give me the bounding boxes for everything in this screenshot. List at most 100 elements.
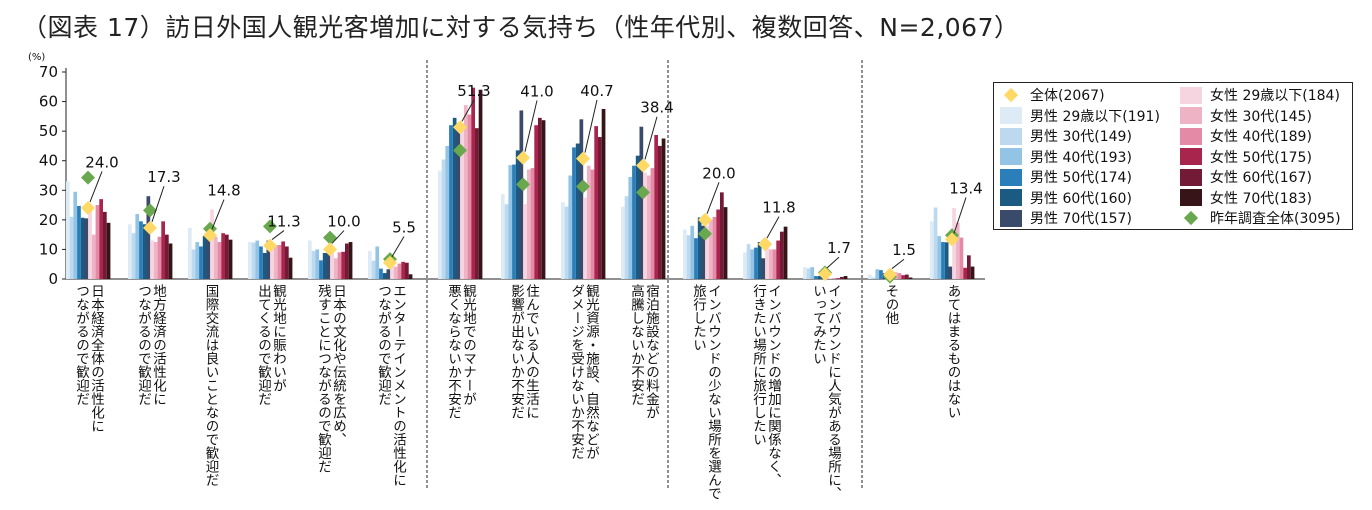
legend-item: 女性 29歳以下(184) (1180, 85, 1340, 105)
bar (541, 120, 546, 279)
bar (564, 206, 569, 279)
bar (161, 221, 165, 279)
y-tick-label: 30 (39, 181, 58, 199)
bar (806, 268, 811, 279)
bar (202, 236, 207, 279)
legend-swatch (1180, 107, 1202, 124)
bar (933, 207, 938, 279)
bar (523, 204, 527, 279)
bar (199, 246, 203, 279)
legend-item: 女性 30代(145) (1180, 106, 1312, 126)
bar (948, 266, 953, 279)
bar (712, 216, 717, 279)
value-label: 11.3 (267, 213, 300, 231)
bar (897, 273, 902, 279)
bar (832, 278, 837, 279)
bar (213, 236, 218, 279)
legend-label: 男性 50代(174) (1030, 170, 1132, 186)
bar (635, 155, 640, 279)
legend-label: 男性 30代(149) (1030, 129, 1132, 145)
value-leader-line (524, 100, 538, 152)
value-label: 5.5 (392, 218, 416, 236)
bar (530, 168, 535, 279)
legend-item: 女性 40代(189) (1180, 126, 1312, 146)
y-tick-label: 0 (48, 270, 58, 288)
category-label: 住んでいる人の生活に 影響が出ないか不安だ (508, 284, 539, 419)
bar (146, 196, 151, 279)
marker-total (818, 266, 832, 281)
value-label: 38.4 (640, 99, 673, 117)
y-tick-label: 10 (39, 240, 58, 258)
bar (594, 126, 598, 279)
bar (308, 240, 312, 279)
marker-total (758, 237, 772, 252)
bar (621, 206, 625, 279)
bar (515, 150, 520, 279)
bar (959, 237, 964, 279)
bar (504, 204, 509, 279)
value-label: 11.8 (762, 199, 795, 217)
bar (814, 276, 818, 279)
bar (526, 169, 531, 279)
bar (165, 234, 169, 279)
legend-item: 男性 70代(157) (1000, 208, 1132, 228)
value-label: 41.0 (520, 82, 553, 100)
legend-swatch (1000, 168, 1022, 186)
bar (191, 249, 196, 279)
legend-label: 女性 60代(167) (1210, 170, 1312, 186)
bar (512, 164, 516, 279)
marker-total (323, 242, 337, 257)
bar (908, 277, 913, 279)
bar (452, 117, 457, 279)
bar (941, 242, 945, 279)
category-label: その他 (882, 284, 899, 325)
legend-label: 男性 40代(193) (1030, 149, 1132, 166)
bar (471, 87, 475, 280)
bar (210, 209, 214, 279)
y-axis-label: (%) (28, 52, 45, 63)
bar (534, 125, 538, 279)
marker-total (945, 232, 959, 247)
bar (963, 267, 967, 279)
legend-label: 男性 60代(160) (1030, 190, 1132, 207)
marker-last-year (636, 185, 650, 200)
marker-total (453, 120, 467, 135)
bar (624, 196, 629, 279)
bar (686, 235, 691, 279)
marker-total (81, 201, 95, 216)
bar (871, 277, 876, 279)
category-label: 観光地に賑わいが 出てくるので歓迎だ (255, 284, 286, 406)
value-leader-line (391, 236, 405, 257)
diamond-marker-icon (1183, 210, 1199, 226)
bar (568, 175, 573, 279)
marker-total (203, 228, 217, 243)
category-label: 日本の文化や伝統を広め、 残すことにつながるので歓迎だ (315, 284, 346, 473)
value-leader-line (89, 171, 103, 203)
bar (508, 165, 513, 279)
legend-item: 男性 29歳以下(191) (1000, 106, 1160, 126)
bar (661, 138, 666, 279)
bar (288, 257, 293, 279)
marker-total (636, 158, 650, 173)
bar (337, 252, 342, 279)
value-label: 1.5 (892, 241, 916, 259)
bar (690, 225, 695, 279)
bar (761, 258, 766, 279)
marker-total (576, 151, 590, 166)
diamond-marker-icon (1003, 87, 1019, 103)
bar (694, 238, 698, 279)
bar (368, 250, 372, 279)
bar (168, 243, 173, 279)
bar (73, 191, 78, 279)
bar (259, 246, 263, 279)
bar (628, 176, 633, 279)
bar (967, 255, 971, 279)
marker-last-year (263, 219, 277, 234)
bar (572, 147, 576, 279)
value-leader-line (331, 230, 345, 244)
bar (765, 247, 769, 279)
y-tick-label: 20 (39, 211, 58, 229)
bar (379, 268, 383, 279)
legend-label: 男性 29歳以下(191) (1030, 108, 1160, 125)
bar (345, 243, 349, 279)
